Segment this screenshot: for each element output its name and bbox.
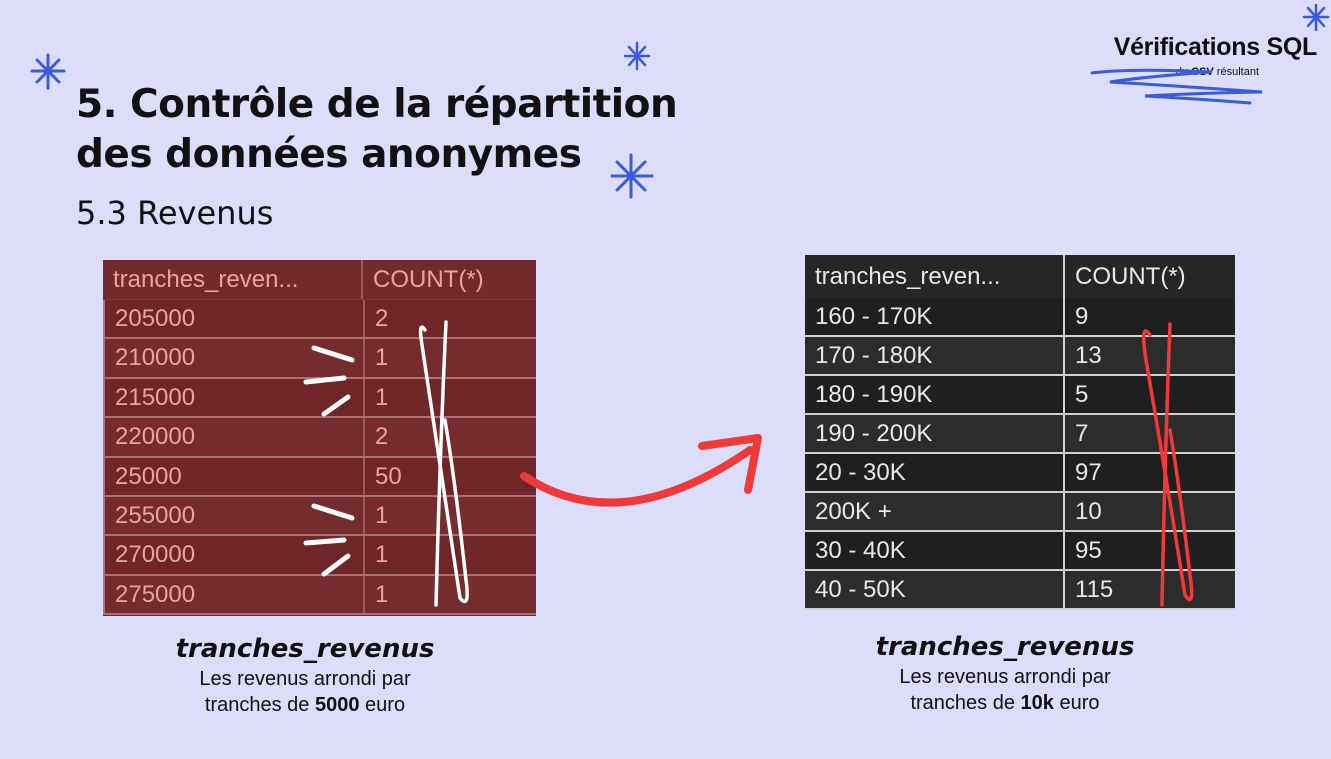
range-cell: 25000 [105,457,365,495]
caption-line: tranches de 5000 euro [204,694,406,716]
right-caption: tranches_revenus Les revenus arrondi par… [855,630,1155,716]
caption-line: Les revenus arrondi par [199,668,411,690]
range-cell: 30 - 40K [805,532,1065,569]
brand-subtitle: du CSV résultant [1175,66,1259,78]
range-cell: 275000 [105,575,365,614]
table-row[interactable]: 205000 2 [103,300,536,340]
count-cell: 97 [1075,459,1102,486]
range-cell: 170 - 180K [805,337,1065,374]
range-cell: 215000 [105,378,365,417]
table-row[interactable]: 25000 50 [103,457,536,497]
range-cell: 20 - 30K [805,454,1065,491]
left-result-table: tranches_reven... COUNT(*) 205000 2 210000… [103,260,536,616]
count-cell: 95 [1075,537,1102,564]
range-cell: 255000 [105,496,365,535]
sparkle-icon [623,41,651,71]
range-cell: 180 - 190K [805,376,1065,413]
column-header: tranches_reven... [805,255,1065,298]
table-row[interactable]: 190 - 200K 7 [805,415,1235,454]
count-cell: 1 [375,541,389,569]
brand-title: Vérifications SQL [1113,33,1318,61]
page-subtitle: 5.3 Revenus [76,194,274,232]
table-row[interactable]: 255000 1 [103,496,536,537]
arrow-icon [520,434,762,507]
caption-heading: tranches_revenus [875,632,1135,662]
count-cell: 9 [1075,303,1089,330]
table-row[interactable]: 30 - 40K 95 [805,532,1235,571]
table-header: tranches_reven... COUNT(*) [805,255,1235,298]
table-row[interactable]: 270000 1 [103,536,536,576]
sparkle-icon [1302,3,1330,32]
column-header: COUNT(*) [1075,263,1186,290]
count-cell: 5 [1075,381,1089,408]
count-cell: 2 [375,305,389,332]
table-row[interactable]: 160 - 170K 9 [805,298,1235,337]
count-cell: 10 [1075,498,1102,525]
column-header: tranches_reven... [103,260,363,299]
table-body: 160 - 170K 9 170 - 180K 13 180 - 190K 5 190 - … [805,298,1235,610]
range-cell: 205000 [105,300,365,338]
table-row[interactable]: 220000 2 [103,418,536,458]
caption-line: tranches de 10k euro [910,692,1100,714]
range-cell: 200K + [805,493,1065,530]
table-row[interactable]: 40 - 50K 115 [805,571,1235,610]
table-row[interactable]: 180 - 190K 5 [805,376,1235,415]
table-row[interactable]: 210000 1 [103,339,536,379]
count-cell: 1 [375,383,389,411]
range-cell: 270000 [105,536,365,574]
count-cell: 1 [375,580,389,608]
right-result-table: tranches_reven... COUNT(*) 160 - 170K 9 17… [805,255,1235,610]
left-caption: tranches_revenus Les revenus arrondi par… [155,632,455,718]
range-cell: 190 - 200K [805,415,1065,452]
table-row[interactable]: 215000 1 [103,378,536,419]
sparkle-icon [30,53,66,90]
table-row[interactable]: 170 - 180K 13 [805,337,1235,376]
caption-heading: tranches_revenus [175,634,435,664]
table-row[interactable]: 275000 1 [103,575,536,616]
column-header: COUNT(*) [373,266,484,293]
count-cell: 7 [1075,420,1089,447]
range-cell: 210000 [105,339,365,377]
count-cell: 50 [375,462,402,490]
table-row[interactable]: 200K + 10 [805,493,1235,532]
table-row[interactable]: 20 - 30K 97 [805,454,1235,493]
range-cell: 220000 [105,418,365,456]
count-cell: 13 [1075,342,1102,369]
count-cell: 115 [1075,576,1114,603]
table-body: 205000 2 210000 1 215000 1 220000 2 25000 50 25500… [103,300,536,616]
caption-line: Les revenus arrondi par [899,666,1111,688]
range-cell: 40 - 50K [805,571,1065,608]
count-cell: 1 [375,501,389,529]
count-cell: 1 [375,344,389,372]
table-header: tranches_reven... COUNT(*) [103,260,536,300]
range-cell: 160 - 170K [805,298,1065,335]
page-title: 5. Contrôle de la répartition des donnée… [76,82,678,177]
count-cell: 2 [375,423,389,451]
